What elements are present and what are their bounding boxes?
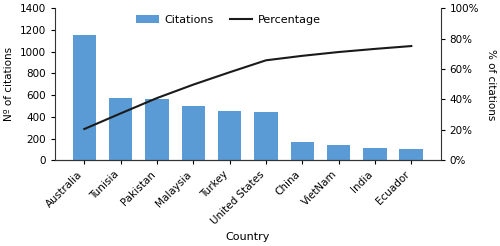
Bar	[327, 145, 350, 160]
Bar	[290, 142, 314, 160]
Legend: Citations, Percentage: Citations, Percentage	[132, 11, 325, 30]
Bar	[109, 98, 132, 160]
Bar	[72, 35, 96, 160]
X-axis label: Country: Country	[226, 232, 270, 242]
Bar	[400, 149, 423, 160]
Bar	[218, 111, 242, 160]
Bar	[145, 99, 169, 160]
Bar	[254, 112, 278, 160]
Bar	[182, 107, 205, 160]
Bar	[363, 148, 387, 160]
Y-axis label: % of citations: % of citations	[486, 48, 496, 120]
Y-axis label: Nº of citations: Nº of citations	[4, 47, 14, 121]
